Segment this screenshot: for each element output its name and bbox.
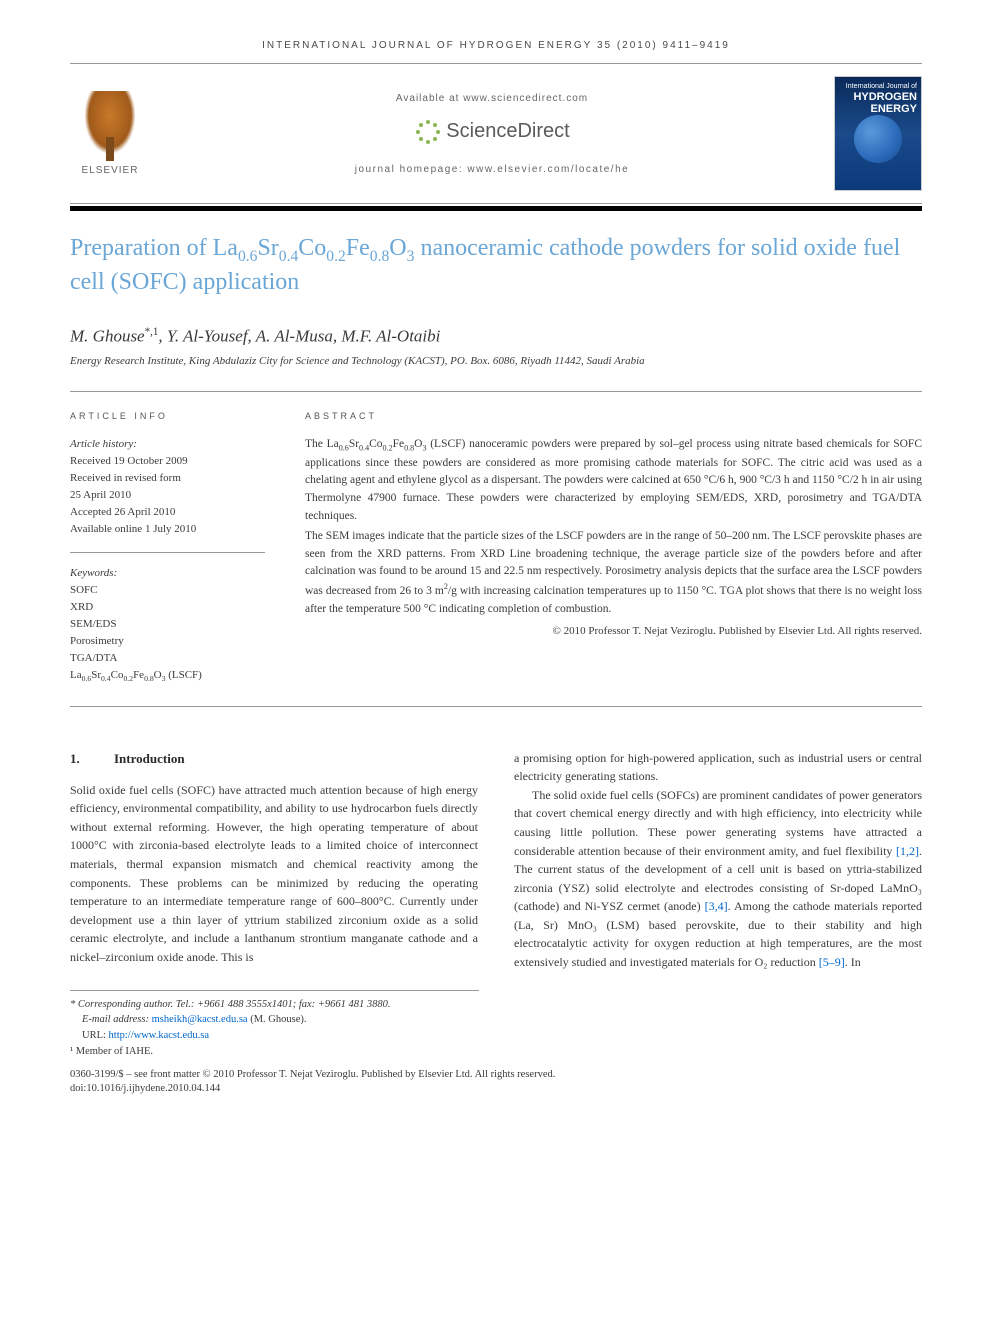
section-number: 1.: [70, 749, 114, 769]
member-note: ¹ Member of IAHE.: [70, 1044, 479, 1060]
available-at: Available at www.sciencedirect.com: [150, 93, 834, 104]
article-title: Preparation of La0.6Sr0.4Co0.2Fe0.8O3 na…: [70, 233, 922, 298]
article-info-column: ARTICLE INFO Article history: Received 1…: [70, 410, 265, 686]
cover-title: International Journal of HYDROGEN ENERGY: [846, 83, 917, 115]
body-paragraph: Solid oxide fuel cells (SOFC) have attra…: [70, 781, 478, 967]
received: Received 19 October 2009: [70, 453, 265, 470]
black-divider: [70, 206, 922, 211]
journal-reference: INTERNATIONAL JOURNAL OF HYDROGEN ENERGY…: [70, 40, 922, 51]
citation-link[interactable]: [1,2]: [896, 844, 919, 858]
accepted: Accepted 26 April 2010: [70, 504, 265, 521]
divider: [70, 552, 265, 553]
abstract-column: ABSTRACT The La0.6Sr0.4Co0.2Fe0.8O3 (LSC…: [305, 410, 922, 686]
body-column-left: 1.Introduction Solid oxide fuel cells (S…: [70, 749, 478, 972]
affiliation: Energy Research Institute, King Abdulazi…: [70, 355, 922, 367]
elsevier-label: ELSEVIER: [82, 165, 139, 176]
sciencedirect-logo[interactable]: ScienceDirect: [414, 118, 569, 146]
keyword: Porosimetry: [70, 633, 265, 650]
journal-homepage: journal homepage: www.elsevier.com/locat…: [150, 164, 834, 175]
abstract-p1: The La0.6Sr0.4Co0.2Fe0.8O3 (LSCF) nanoce…: [305, 436, 922, 526]
article-info-head: ARTICLE INFO: [70, 410, 265, 424]
abstract-copyright: © 2010 Professor T. Nejat Veziroglu. Pub…: [305, 623, 922, 640]
email-link[interactable]: msheikh@kacst.edu.sa: [152, 1014, 248, 1025]
section-title: Introduction: [114, 751, 185, 766]
keyword: La0.6Sr0.4Co0.2Fe0.8O3 (LSCF): [70, 667, 265, 685]
abstract-p2: The SEM images indicate that the particl…: [305, 528, 922, 619]
keywords-label: Keywords:: [70, 565, 265, 582]
center-block: Available at www.sciencedirect.com Scien…: [150, 93, 834, 175]
doi: doi:10.1016/j.ijhydene.2010.04.144: [70, 1082, 922, 1097]
publisher-bar: ELSEVIER Available at www.sciencedirect.…: [70, 63, 922, 204]
body-columns: 1.Introduction Solid oxide fuel cells (S…: [70, 749, 922, 972]
body-column-right: a promising option for high-powered appl…: [514, 749, 922, 972]
section-heading: 1.Introduction: [70, 749, 478, 769]
history-label: Article history:: [70, 436, 265, 453]
citation-link[interactable]: [5–9]: [819, 955, 845, 969]
divider: [70, 706, 922, 707]
online: Available online 1 July 2010: [70, 521, 265, 538]
keyword: TGA/DTA: [70, 650, 265, 667]
info-abstract-row: ARTICLE INFO Article history: Received 1…: [70, 392, 922, 706]
sciencedirect-text: ScienceDirect: [446, 120, 569, 143]
corresponding-author: * Corresponding author. Tel.: +9661 488 …: [70, 997, 479, 1013]
journal-cover-thumbnail[interactable]: International Journal of HYDROGEN ENERGY: [834, 76, 922, 191]
citation-link[interactable]: [3,4]: [705, 899, 728, 913]
abstract-head: ABSTRACT: [305, 410, 922, 424]
revised-line1: Received in revised form: [70, 470, 265, 487]
url-link[interactable]: http://www.kacst.edu.sa: [109, 1030, 210, 1041]
cover-globe-icon: [854, 115, 902, 163]
revised-line2: 25 April 2010: [70, 487, 265, 504]
elsevier-logo: ELSEVIER: [70, 91, 150, 176]
issn-copyright: 0360-3199/$ – see front matter © 2010 Pr…: [70, 1068, 922, 1083]
authors: M. Ghouse*,1, Y. Al-Yousef, A. Al-Musa, …: [70, 326, 922, 347]
elsevier-tree-icon: [80, 91, 140, 161]
body-paragraph: a promising option for high-powered appl…: [514, 749, 922, 786]
keyword: SOFC: [70, 582, 265, 599]
url-line: URL: http://www.kacst.edu.sa: [70, 1028, 479, 1044]
footnotes: * Corresponding author. Tel.: +9661 488 …: [70, 990, 479, 1060]
email-line: E-mail address: msheikh@kacst.edu.sa (M.…: [70, 1012, 479, 1028]
front-matter: 0360-3199/$ – see front matter © 2010 Pr…: [70, 1068, 922, 1097]
keyword: SEM/EDS: [70, 616, 265, 633]
body-paragraph: The solid oxide fuel cells (SOFCs) are p…: [514, 786, 922, 972]
keyword: XRD: [70, 599, 265, 616]
page: INTERNATIONAL JOURNAL OF HYDROGEN ENERGY…: [0, 0, 992, 1127]
sciencedirect-burst-icon: [414, 118, 442, 146]
